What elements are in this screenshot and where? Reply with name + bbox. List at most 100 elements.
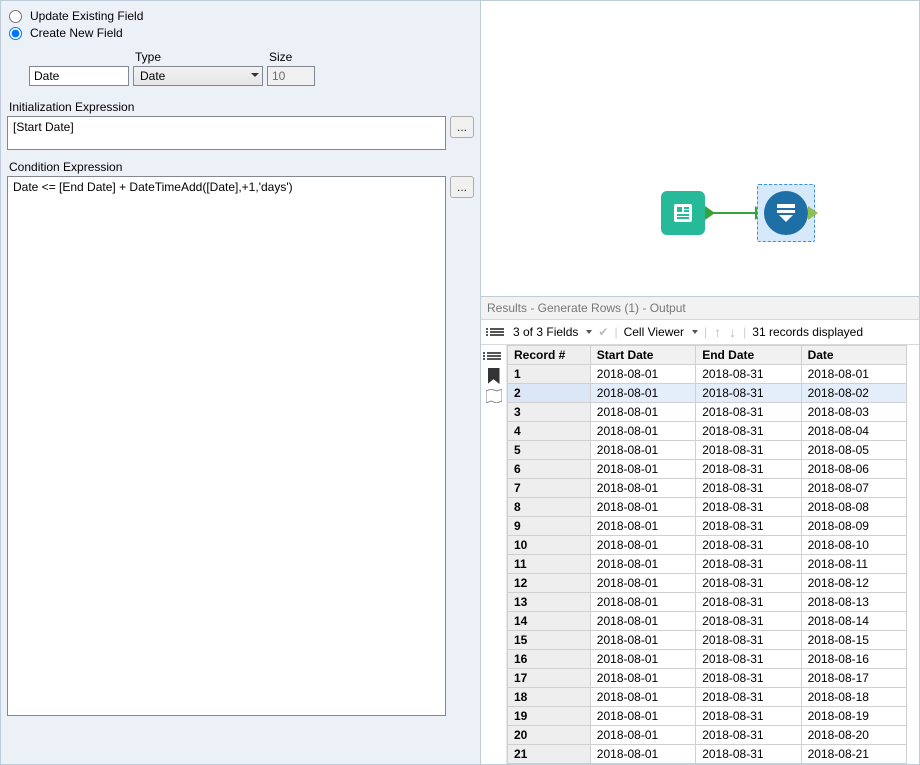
record-number-cell[interactable]: 5: [508, 441, 591, 460]
table-row[interactable]: 12018-08-012018-08-312018-08-01: [508, 365, 907, 384]
table-row[interactable]: 142018-08-012018-08-312018-08-14: [508, 612, 907, 631]
record-number-cell[interactable]: 4: [508, 422, 591, 441]
table-row[interactable]: 112018-08-012018-08-312018-08-11: [508, 555, 907, 574]
data-cell[interactable]: 2018-08-31: [696, 650, 801, 669]
radio-update-row[interactable]: Update Existing Field: [9, 9, 480, 23]
condition-expression-input[interactable]: [7, 176, 446, 716]
table-row[interactable]: 72018-08-012018-08-312018-08-07: [508, 479, 907, 498]
table-row[interactable]: 32018-08-012018-08-312018-08-03: [508, 403, 907, 422]
record-number-cell[interactable]: 3: [508, 403, 591, 422]
generate-rows-tool[interactable]: [764, 191, 808, 235]
data-cell[interactable]: 2018-08-31: [696, 460, 801, 479]
data-cell[interactable]: 2018-08-01: [590, 517, 695, 536]
data-cell[interactable]: 2018-08-01: [590, 650, 695, 669]
record-number-cell[interactable]: 20: [508, 726, 591, 745]
results-list-icon[interactable]: [484, 347, 504, 365]
table-row[interactable]: 152018-08-012018-08-312018-08-15: [508, 631, 907, 650]
workflow-canvas[interactable]: [481, 1, 919, 297]
data-cell[interactable]: 2018-08-31: [696, 612, 801, 631]
data-cell[interactable]: 2018-08-16: [801, 650, 906, 669]
list-icon[interactable]: [487, 323, 507, 341]
record-number-cell[interactable]: 14: [508, 612, 591, 631]
data-cell[interactable]: 2018-08-31: [696, 441, 801, 460]
data-cell[interactable]: 2018-08-09: [801, 517, 906, 536]
data-cell[interactable]: 2018-08-13: [801, 593, 906, 612]
data-cell[interactable]: 2018-08-08: [801, 498, 906, 517]
results-table-wrap[interactable]: Record #Start DateEnd DateDate 12018-08-…: [507, 345, 919, 764]
data-cell[interactable]: 2018-08-01: [590, 384, 695, 403]
chevron-down-icon[interactable]: [692, 330, 698, 334]
data-cell[interactable]: 2018-08-20: [801, 726, 906, 745]
data-cell[interactable]: 2018-08-01: [590, 745, 695, 764]
data-cell[interactable]: 2018-08-01: [590, 460, 695, 479]
data-cell[interactable]: 2018-08-01: [590, 422, 695, 441]
data-cell[interactable]: 2018-08-31: [696, 574, 801, 593]
data-cell[interactable]: 2018-08-31: [696, 688, 801, 707]
record-number-cell[interactable]: 8: [508, 498, 591, 517]
data-cell[interactable]: 2018-08-31: [696, 555, 801, 574]
table-row[interactable]: 42018-08-012018-08-312018-08-04: [508, 422, 907, 441]
record-number-cell[interactable]: 6: [508, 460, 591, 479]
radio-update-existing[interactable]: [9, 10, 22, 23]
record-number-cell[interactable]: 13: [508, 593, 591, 612]
table-row[interactable]: 22018-08-012018-08-312018-08-02: [508, 384, 907, 403]
connection[interactable]: [709, 212, 759, 214]
arrow-down-icon[interactable]: ↓: [728, 324, 737, 340]
table-row[interactable]: 122018-08-012018-08-312018-08-12: [508, 574, 907, 593]
table-row[interactable]: 62018-08-012018-08-312018-08-06: [508, 460, 907, 479]
column-header[interactable]: Date: [801, 346, 906, 365]
data-cell[interactable]: 2018-08-05: [801, 441, 906, 460]
data-cell[interactable]: 2018-08-01: [590, 707, 695, 726]
data-cell[interactable]: 2018-08-01: [590, 726, 695, 745]
bookmark-icon[interactable]: [484, 367, 504, 385]
column-header[interactable]: Record #: [508, 346, 591, 365]
data-cell[interactable]: 2018-08-31: [696, 631, 801, 650]
table-row[interactable]: 192018-08-012018-08-312018-08-19: [508, 707, 907, 726]
gen-output-anchor[interactable]: [808, 206, 818, 220]
record-number-cell[interactable]: 12: [508, 574, 591, 593]
data-cell[interactable]: 2018-08-31: [696, 498, 801, 517]
data-cell[interactable]: 2018-08-31: [696, 726, 801, 745]
table-row[interactable]: 102018-08-012018-08-312018-08-10: [508, 536, 907, 555]
map-icon[interactable]: [484, 387, 504, 405]
data-cell[interactable]: 2018-08-01: [590, 688, 695, 707]
init-expression-input[interactable]: [7, 116, 446, 150]
data-cell[interactable]: 2018-08-21: [801, 745, 906, 764]
table-row[interactable]: 52018-08-012018-08-312018-08-05: [508, 441, 907, 460]
data-cell[interactable]: 2018-08-01: [590, 631, 695, 650]
data-cell[interactable]: 2018-08-01: [590, 593, 695, 612]
chevron-down-icon[interactable]: [586, 330, 592, 334]
data-cell[interactable]: 2018-08-31: [696, 384, 801, 403]
data-cell[interactable]: 2018-08-01: [590, 403, 695, 422]
table-row[interactable]: 92018-08-012018-08-312018-08-09: [508, 517, 907, 536]
data-cell[interactable]: 2018-08-31: [696, 365, 801, 384]
table-row[interactable]: 212018-08-012018-08-312018-08-21: [508, 745, 907, 764]
text-input-tool[interactable]: [661, 191, 705, 235]
record-number-cell[interactable]: 17: [508, 669, 591, 688]
table-row[interactable]: 182018-08-012018-08-312018-08-18: [508, 688, 907, 707]
record-number-cell[interactable]: 7: [508, 479, 591, 498]
data-cell[interactable]: 2018-08-01: [590, 536, 695, 555]
data-cell[interactable]: 2018-08-31: [696, 707, 801, 726]
record-number-cell[interactable]: 15: [508, 631, 591, 650]
field-type-select[interactable]: Date: [133, 66, 263, 86]
record-number-cell[interactable]: 18: [508, 688, 591, 707]
fields-count[interactable]: 3 of 3 Fields: [513, 325, 578, 339]
check-icon[interactable]: ✔: [598, 325, 608, 339]
table-row[interactable]: 162018-08-012018-08-312018-08-16: [508, 650, 907, 669]
data-cell[interactable]: 2018-08-31: [696, 422, 801, 441]
data-cell[interactable]: 2018-08-31: [696, 479, 801, 498]
data-cell[interactable]: 2018-08-18: [801, 688, 906, 707]
data-cell[interactable]: 2018-08-01: [590, 441, 695, 460]
record-number-cell[interactable]: 21: [508, 745, 591, 764]
data-cell[interactable]: 2018-08-10: [801, 536, 906, 555]
condition-expression-builder-button[interactable]: ...: [450, 176, 474, 198]
record-number-cell[interactable]: 10: [508, 536, 591, 555]
data-cell[interactable]: 2018-08-01: [801, 365, 906, 384]
radio-create-new[interactable]: [9, 27, 22, 40]
record-number-cell[interactable]: 19: [508, 707, 591, 726]
column-header[interactable]: Start Date: [590, 346, 695, 365]
data-cell[interactable]: 2018-08-12: [801, 574, 906, 593]
table-row[interactable]: 172018-08-012018-08-312018-08-17: [508, 669, 907, 688]
data-cell[interactable]: 2018-08-01: [590, 365, 695, 384]
